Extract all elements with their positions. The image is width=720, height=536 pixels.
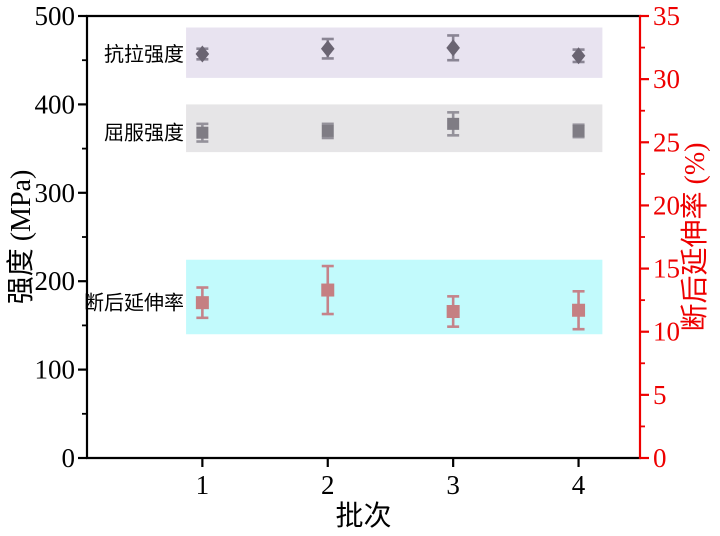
tensile-strength-marker-diamond-icon — [195, 45, 210, 63]
elongation-marker-square-icon — [572, 303, 586, 317]
elongation-marker-square-icon — [195, 296, 209, 310]
tensile-strength-marker-diamond-icon — [320, 40, 335, 58]
right-axis-tick-label: 25 — [653, 127, 680, 157]
elongation-marker-square-icon — [446, 305, 460, 319]
yield-strength-marker-square-icon — [321, 124, 334, 137]
yield-strength-marker-square-icon — [196, 126, 209, 139]
elongation-band — [186, 259, 603, 335]
left-axis-tick-label: 200 — [35, 266, 76, 296]
right-axis-title: 断后延伸率 (%) — [679, 143, 711, 332]
left-axis-tick-label: 100 — [35, 355, 76, 385]
yield-strength-series-label: 屈服强度 — [104, 122, 184, 145]
x-axis-tick-label: 1 — [196, 470, 210, 500]
right-axis-tick-label: 0 — [653, 443, 667, 473]
left-axis-tick-label: 0 — [62, 443, 76, 473]
right-axis-tick-label: 20 — [653, 190, 680, 220]
tensile-strength-marker-diamond-icon — [571, 47, 586, 65]
left-axis-tick-label: 300 — [35, 178, 76, 208]
elongation-series-label: 断后延伸率 — [84, 292, 184, 315]
right-axis-tick-label: 15 — [653, 254, 680, 284]
yield-strength-marker-square-icon — [447, 117, 460, 130]
x-axis-tick-label: 4 — [572, 470, 586, 500]
x-axis-tick-label: 3 — [446, 470, 460, 500]
left-axis-title: 强度 (MPa) — [5, 170, 37, 305]
right-axis-tick-label: 30 — [653, 64, 680, 94]
elongation-marker-square-icon — [321, 283, 335, 297]
x-axis-title: 批次 — [335, 500, 391, 532]
right-axis-tick-label: 35 — [653, 1, 680, 31]
yield-strength-marker-square-icon — [572, 124, 585, 137]
left-axis-tick-label: 500 — [35, 1, 76, 31]
right-axis-tick-label: 5 — [653, 380, 667, 410]
tensile-strength-series-label: 抗拉强度 — [104, 43, 184, 66]
left-axis-tick-label: 400 — [35, 89, 76, 119]
tensile-strength-band — [186, 27, 603, 78]
yield-strength-band — [186, 104, 603, 153]
right-axis-tick-label: 10 — [653, 317, 680, 347]
tensile-strength-marker-diamond-icon — [446, 39, 460, 57]
x-axis-tick-label: 2 — [321, 470, 335, 500]
